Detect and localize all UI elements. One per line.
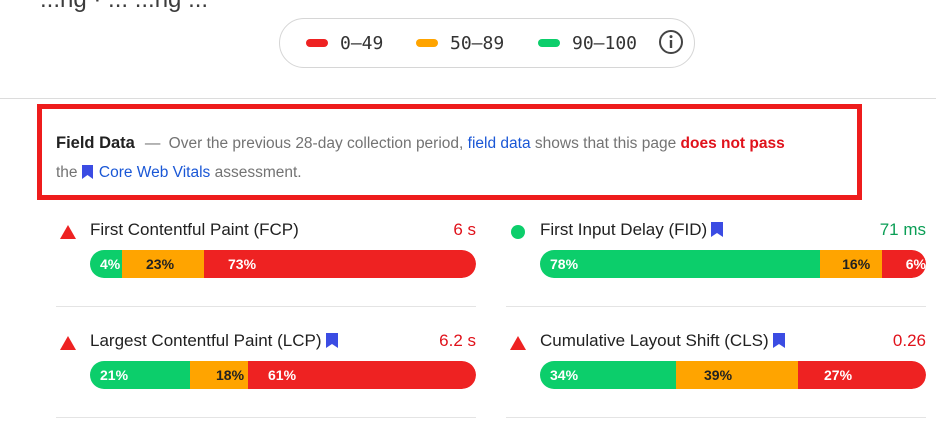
core-web-vitals-link-text: Core Web Vitals [98,164,211,181]
poor-triangle-icon [60,336,76,350]
score-legend: 0–49 50–89 90–100 [279,18,695,68]
good-circle-icon [511,225,525,239]
legend-label-average: 50–89 [450,32,505,54]
metric-divider [506,417,926,418]
distribution-good: 78% [540,250,835,278]
cut-off-heading: ...ng · ... ...ng ... [40,0,208,14]
field-data-text-the: the [56,164,78,181]
legend-item-poor: 0–49 [306,19,383,67]
metric-name-text: Cumulative Layout Shift (CLS) [540,331,769,350]
section-divider [0,98,936,99]
metric-divider [506,306,926,307]
metric-divider [56,306,476,307]
distribution-poor: 6% [881,250,926,278]
legend-item-average: 50–89 [416,19,504,67]
metric-header: First Input Delay (FID) 71 ms [506,216,926,246]
bookmark-icon [711,222,724,237]
metric-fcp: First Contentful Paint (FCP) 6 s 4% 23% … [56,216,476,316]
field-data-title: Field Data [56,134,135,152]
metric-value: 6.2 s [439,331,476,350]
field-data-description-line2: the Core Web Vitals assessment. [56,164,302,182]
metric-divider [56,417,476,418]
distribution-poor: 61% [248,361,476,389]
field-data-highlight-box: Field Data — Over the previous 28-day col… [37,104,862,200]
metric-cls: Cumulative Layout Shift (CLS) 0.26 34% 3… [506,327,926,427]
metric-name: First Contentful Paint (FCP) [90,220,299,240]
legend-swatch-poor [306,39,328,47]
distribution-bar: 78% 16% 6% [540,250,926,278]
metric-value: 6 s [453,220,476,239]
metric-value: 0.26 [892,331,926,350]
metric-fid: First Input Delay (FID) 71 ms 78% 16% 6% [506,216,926,316]
legend-label-poor: 0–49 [340,32,384,54]
distribution-average: 39% [676,361,812,389]
field-data-link[interactable]: field data [467,135,531,152]
metric-header: Cumulative Layout Shift (CLS) 0.26 [506,327,926,357]
core-web-vitals-link[interactable]: Core Web Vitals [81,164,215,181]
metric-lcp: Largest Contentful Paint (LCP) 6.2 s 21%… [56,327,476,427]
distribution-good: 21% [90,361,204,389]
field-data-description-line1: Field Data — Over the previous 28-day col… [56,134,785,153]
legend-label-good: 90–100 [572,32,638,54]
distribution-poor: 73% [204,250,476,278]
distribution-good: 34% [540,361,690,389]
assessment-result: does not pass [680,135,785,152]
metric-header: First Contentful Paint (FCP) 6 s [56,216,476,246]
metric-value: 71 ms [879,220,926,239]
field-data-dash: — [144,135,161,152]
metric-name: Cumulative Layout Shift (CLS) [540,331,785,351]
distribution-bar: 4% 23% 73% [90,250,476,278]
metric-name: Largest Contentful Paint (LCP) [90,331,338,351]
field-data-text-end: assessment. [214,164,302,181]
poor-triangle-icon [60,225,76,239]
distribution-bar: 21% 18% 61% [90,361,476,389]
metric-header: Largest Contentful Paint (LCP) 6.2 s [56,327,476,357]
legend-item-good: 90–100 [538,19,637,67]
metric-name: First Input Delay (FID) [540,220,724,240]
distribution-average: 23% [122,250,218,278]
poor-triangle-icon [510,336,526,350]
legend-swatch-good [538,39,560,47]
bookmark-icon [772,333,785,348]
legend-swatch-average [416,39,438,47]
field-data-text-middle: shows that this page [534,135,677,152]
bookmark-icon [325,333,338,348]
distribution-bar: 34% 39% 27% [540,361,926,389]
metric-name-text: First Input Delay (FID) [540,220,708,239]
distribution-poor: 27% [798,361,926,389]
metric-name-text: Largest Contentful Paint (LCP) [90,331,322,350]
bookmark-icon [81,165,93,179]
field-data-text: Over the previous 28-day collection peri… [168,135,464,152]
metric-name-text: First Contentful Paint (FCP) [90,220,299,239]
info-icon[interactable] [658,29,684,55]
